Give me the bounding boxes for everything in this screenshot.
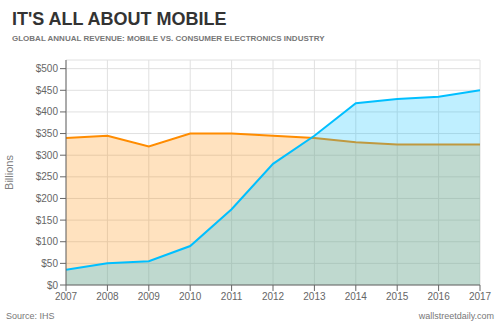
svg-text:2012: 2012	[262, 291, 285, 302]
svg-text:$50: $50	[41, 258, 58, 269]
svg-text:2009: 2009	[138, 291, 161, 302]
svg-text:2007: 2007	[55, 291, 78, 302]
html-text:IT'S ALL ABOUT MOBILE: IT'S ALL ABOUT MOBILE	[12, 9, 227, 29]
html-text:Source: IHS: Source: IHS	[6, 311, 55, 321]
svg-text:2014: 2014	[345, 291, 368, 302]
svg-text:2008: 2008	[96, 291, 119, 302]
svg-text:$350: $350	[36, 128, 59, 139]
svg-text:$400: $400	[36, 106, 59, 117]
svg-text:2013: 2013	[303, 291, 326, 302]
svg-text:2015: 2015	[386, 291, 409, 302]
svg-text:2011: 2011	[221, 291, 243, 302]
svg-text:$250: $250	[36, 171, 59, 182]
svg-text:$150: $150	[36, 215, 59, 226]
svg-text:2010: 2010	[179, 291, 202, 302]
svg-text:2017: 2017	[469, 291, 492, 302]
svg-text:$500: $500	[36, 63, 59, 74]
svg-text:Billions: Billions	[8, 155, 15, 190]
html-text:GLOBAL ANNUAL REVENUE: MOBILE: GLOBAL ANNUAL REVENUE: MOBILE VS. CONSUM…	[12, 34, 325, 43]
svg-text:$0: $0	[47, 280, 59, 291]
svg-text:2016: 2016	[427, 291, 450, 302]
html-text:wallstreetdaily.com: wallstreetdaily.com	[418, 311, 494, 321]
svg-text:$100: $100	[36, 236, 59, 247]
svg-text:$450: $450	[36, 85, 59, 96]
svg-text:$200: $200	[36, 193, 59, 204]
svg-text:$300: $300	[36, 150, 59, 161]
